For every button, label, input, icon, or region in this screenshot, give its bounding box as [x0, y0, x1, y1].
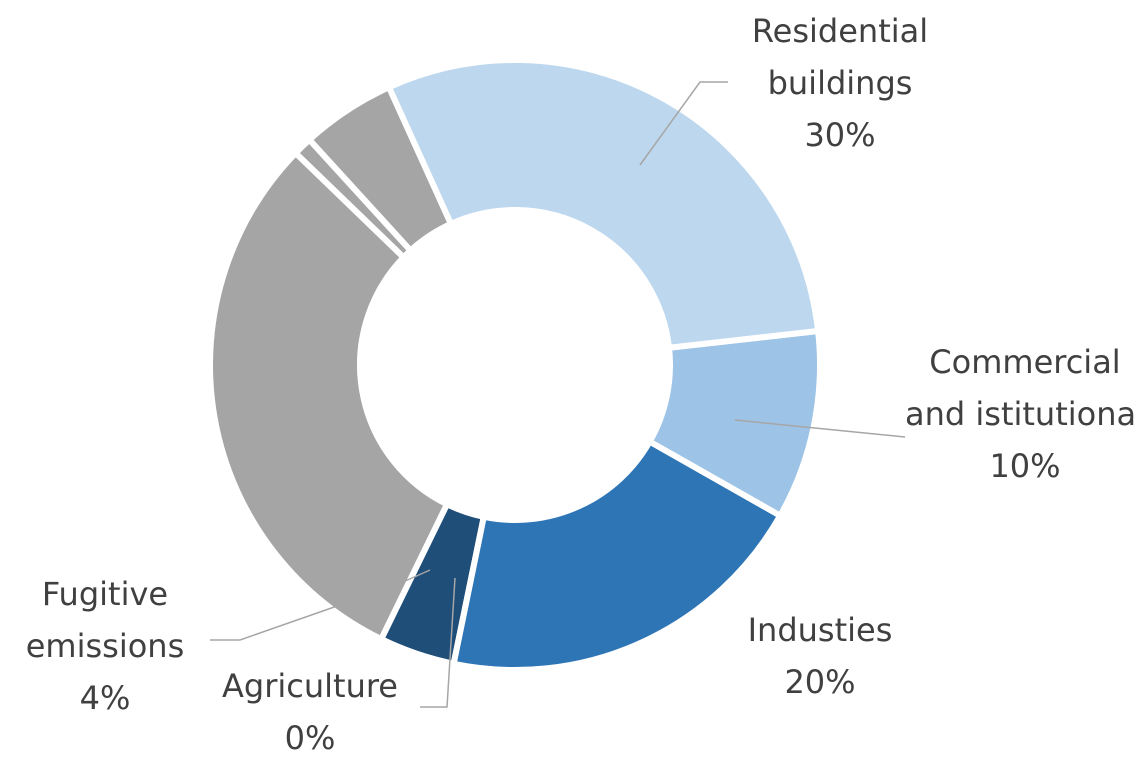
donut-slice: [377, 500, 488, 668]
donut-slice: [385, 57, 822, 352]
category-label: Commercial and istitutional: [905, 343, 1136, 433]
donut-slice: [207, 148, 452, 644]
value-label: 4%: [79, 679, 131, 717]
category-label: Fugitive emissions: [25, 575, 185, 665]
slice-label: Commercial and istitutional 10%: [905, 336, 1136, 492]
leader-line: [210, 604, 341, 641]
slice-label: Fugitive emissions 4%: [0, 568, 210, 724]
value-label: 0%: [284, 719, 336, 757]
value-label: 20%: [784, 663, 856, 701]
category-label: Agriculture: [222, 667, 398, 705]
leader-line: [734, 419, 906, 438]
slice-label: Residential buildings 30%: [730, 5, 950, 161]
category-label: Residential buildings: [751, 12, 929, 102]
donut-slice: [645, 327, 823, 520]
leader-lines: [210, 81, 906, 708]
leader-line: [639, 81, 728, 166]
leader-line: [384, 569, 431, 591]
slice-label: Industies 20%: [700, 604, 940, 708]
value-label: 30%: [804, 116, 876, 154]
slice-label: Agriculture 0%: [200, 660, 420, 764]
category-label: Industies: [747, 611, 893, 649]
donut-slice: [450, 437, 785, 673]
leader-line: [420, 577, 456, 708]
value-label: 10%: [989, 447, 1061, 485]
